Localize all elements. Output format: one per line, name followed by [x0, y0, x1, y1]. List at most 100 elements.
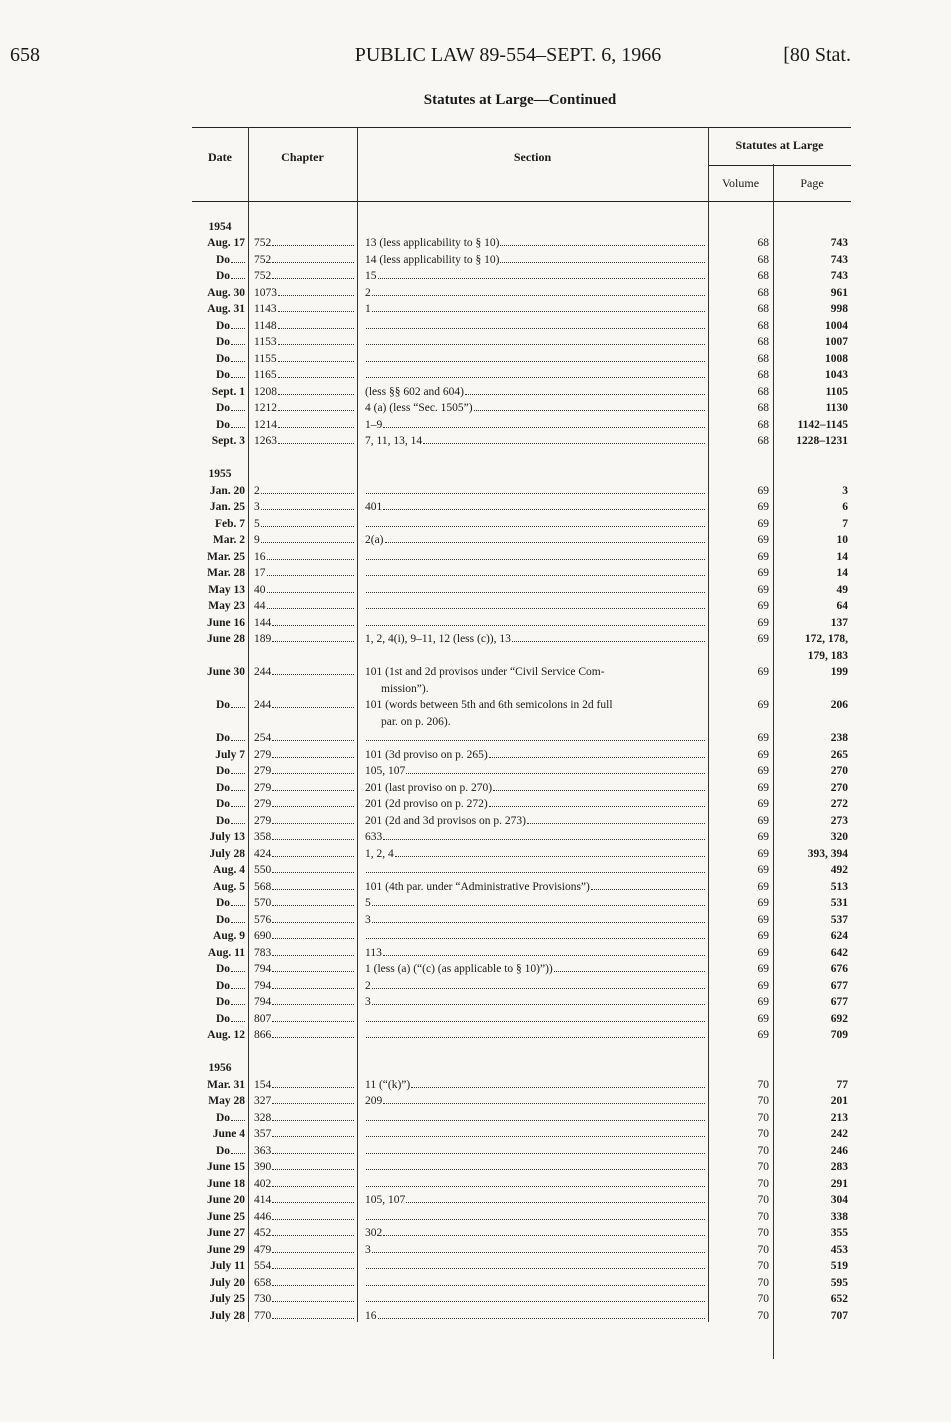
chapter-cell: 1165	[248, 367, 357, 384]
section-text: par. on p. 206).	[381, 715, 451, 728]
table-title: Statutes at Large—Continued	[423, 92, 617, 108]
date-text: July 20	[209, 1276, 245, 1289]
dot-leader	[272, 829, 354, 840]
section-cell	[357, 318, 708, 335]
volume-text: 69	[757, 930, 770, 942]
date-text: Do	[215, 913, 230, 926]
dot-leader	[366, 862, 705, 873]
date-text: Aug. 9	[213, 930, 245, 942]
dot-leader	[366, 483, 705, 494]
table-row: Mar. 28 17 69 14	[192, 565, 851, 582]
page-cell: 270	[773, 780, 851, 797]
volume-text: 69	[757, 534, 770, 546]
table-row: June 25 446 70 338	[192, 1209, 851, 1226]
date-cell: July 20	[192, 1275, 248, 1292]
page-cell: 201	[773, 1093, 851, 1110]
page-text: 246	[830, 1144, 848, 1157]
section-cell: 201 (2d proviso on p. 272)	[357, 796, 708, 813]
table-row: July 13 358 633 69 320	[192, 829, 851, 846]
dot-leader	[384, 532, 705, 543]
page-text: 64	[836, 600, 849, 612]
page-text: 283	[830, 1161, 848, 1173]
section-cell: 101 (4th par. under “Administrative Prov…	[357, 879, 708, 896]
chapter-text: 866	[254, 1029, 272, 1041]
dot-leader	[272, 1308, 354, 1319]
volume-cell: 68	[708, 318, 773, 335]
page-text: 179, 183	[807, 649, 848, 662]
section-cell	[357, 483, 708, 500]
volume-cell: 68	[708, 235, 773, 252]
dot-leader	[272, 235, 354, 246]
dot-leader	[366, 1027, 705, 1038]
chapter-text: 3	[254, 501, 260, 513]
page-text: 453	[830, 1243, 848, 1256]
header-divider	[708, 165, 851, 166]
table-row: Do 752 15 68 743	[192, 268, 851, 285]
year-heading: 1956	[208, 1062, 232, 1074]
table-row: Do 794 2 69 677	[192, 978, 851, 995]
table-row: Do 1153 68 1007	[192, 334, 851, 351]
section-cell: 101 (1st and 2d provisos under “Civil Se…	[357, 664, 708, 681]
page-text: 743	[830, 237, 848, 249]
dot-leader	[272, 1110, 354, 1121]
date-cell: Aug. 4	[192, 862, 248, 879]
chapter-cell: 254	[248, 730, 357, 747]
page-cell: 998	[773, 301, 851, 318]
chapter-text: 794	[254, 979, 272, 992]
page-cell: 242	[773, 1126, 851, 1143]
volume-text: 69	[757, 484, 770, 497]
page-text: 137	[830, 616, 848, 629]
volume-text: 69	[757, 880, 770, 893]
dot-leader	[231, 1110, 245, 1121]
chapter-text: 154	[254, 1078, 272, 1091]
volume-text: 70	[757, 1194, 770, 1206]
date-text: Aug. 11	[207, 946, 245, 959]
date-cell	[192, 648, 248, 665]
page-text: 273	[830, 814, 848, 827]
volume-cell: 70	[708, 1093, 773, 1110]
volume-cell: 68	[708, 351, 773, 368]
page-cell: 513	[773, 879, 851, 896]
year-row: 1956	[192, 1060, 851, 1077]
date-text: Do	[215, 781, 230, 794]
section-cell	[357, 615, 708, 632]
column-header-section: Section	[513, 150, 552, 164]
page-text: 393, 394	[807, 847, 848, 860]
page-text: 14	[836, 550, 849, 563]
volume-text: 70	[757, 1128, 770, 1140]
volume-cell: 68	[708, 334, 773, 351]
dot-leader	[272, 1176, 354, 1187]
section-cell	[357, 334, 708, 351]
section-cell: 15	[357, 268, 708, 285]
volume-cell: 69	[708, 664, 773, 681]
page-cell: 6	[773, 499, 851, 516]
page-text: 355	[830, 1227, 848, 1239]
dot-leader	[377, 268, 705, 279]
page-cell: 676	[773, 961, 851, 978]
table-row: Sept. 3 1263 7, 11, 13, 14 68 1228–1231	[192, 433, 851, 450]
dot-leader	[231, 417, 245, 428]
dot-leader	[366, 928, 705, 939]
chapter-cell: 402	[248, 1176, 357, 1193]
chapter-cell: 452	[248, 1225, 357, 1242]
dot-leader	[500, 235, 705, 246]
volume-text: 69	[757, 748, 770, 761]
table-row: Do 807 69 692	[192, 1011, 851, 1028]
column-header-statutes-at-large: Statutes at Large	[735, 138, 824, 152]
dot-leader	[231, 912, 245, 923]
chapter-cell: 279	[248, 747, 357, 764]
date-text: May 23	[208, 600, 245, 612]
dot-leader	[272, 928, 354, 939]
section-cell: 302	[357, 1225, 708, 1242]
volume-cell: 69	[708, 862, 773, 879]
dot-leader	[366, 516, 705, 527]
chapter-text: 363	[254, 1144, 272, 1157]
date-text: June 18	[206, 1177, 245, 1190]
spacer-row	[192, 450, 851, 467]
chapter-text: 730	[254, 1293, 272, 1305]
date-cell: Mar. 25	[192, 549, 248, 566]
dot-leader	[272, 796, 354, 807]
section-text: mission”).	[381, 682, 429, 695]
volume-cell: 70	[708, 1077, 773, 1094]
page-cell: 1142–1145	[773, 417, 851, 434]
